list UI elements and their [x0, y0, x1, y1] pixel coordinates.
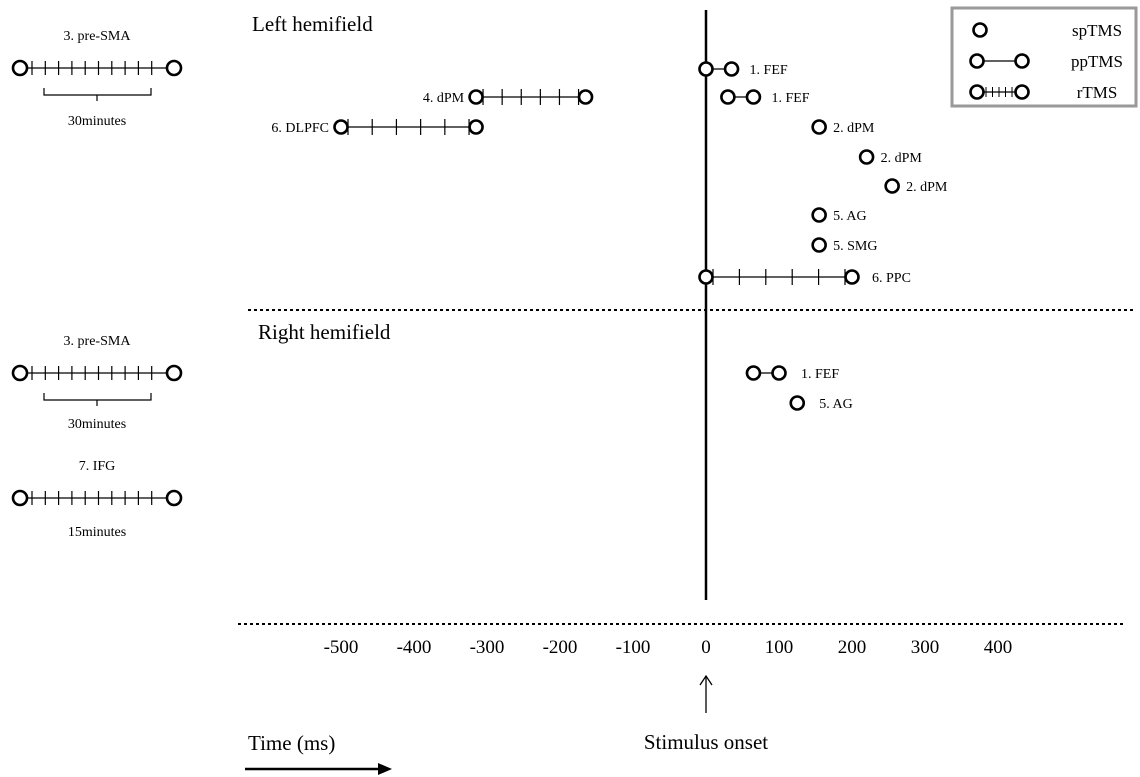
- legend-pp-symbol: [969, 53, 985, 69]
- time-axis-label: Time (ms): [248, 731, 335, 755]
- event-label: 4. dPM: [423, 91, 465, 106]
- tick-label: 400: [984, 637, 1013, 658]
- stimulus-circle: [844, 269, 860, 285]
- event-label: 2. dPM: [881, 151, 923, 166]
- stimulus-circle: [468, 119, 484, 135]
- right-event: 1. FEF: [745, 365, 839, 382]
- stimulus-circle: [577, 89, 594, 105]
- legend-r-symbol: [969, 84, 985, 100]
- left-event: 2. dPM: [858, 149, 923, 166]
- tick-label: 300: [911, 637, 940, 658]
- duration-brace: [43, 88, 152, 101]
- legend-item-sp: spTMS: [972, 21, 1122, 40]
- stimulus-circle: [745, 89, 762, 105]
- offline-protocol: 7. IFG 15minutes: [11, 459, 183, 540]
- protocol-duration: 30minutes: [68, 417, 126, 432]
- left-event: 2. dPM: [884, 178, 948, 195]
- stimulus-circle: [811, 119, 827, 135]
- legend-label: ppTMS: [1071, 52, 1123, 71]
- legend-r-symbol: [1014, 84, 1030, 100]
- legend: spTMS ppTMS rTMS: [950, 6, 1138, 108]
- protocol-end-circle: [165, 59, 183, 77]
- event-label: 5. SMG: [833, 239, 877, 254]
- protocol-name: 3. pre-SMA: [64, 29, 132, 44]
- event-label: 1. FEF: [801, 367, 839, 382]
- stimulus-circle: [698, 269, 714, 285]
- legend-pp-symbol: [1014, 53, 1030, 69]
- offline-protocol: 3. pre-SMA 30minutes: [11, 334, 183, 432]
- left-event: 1. FEF: [698, 61, 788, 78]
- right-hemifield-title: Right hemifield: [258, 320, 391, 344]
- stimulus-circle: [858, 149, 875, 165]
- left-event: 5. SMG: [811, 237, 878, 254]
- stimulus-circle: [745, 365, 762, 381]
- time-direction-arrow: [245, 763, 392, 775]
- stimulus-onset-label: Stimulus onset: [644, 730, 768, 754]
- offline-protocols: 3. pre-SMA 30minutes 3. pre-SMA 30minutes 7.…: [11, 29, 183, 540]
- event-label: 1. FEF: [750, 63, 788, 78]
- left-event: 6. DLPFC: [271, 119, 484, 136]
- protocol-name: 3. pre-SMA: [64, 334, 132, 349]
- left-hemifield-title: Left hemifield: [252, 12, 373, 36]
- event-label: 5. AG: [833, 209, 866, 224]
- tick-label: 200: [838, 637, 867, 658]
- stimulus-circle: [811, 207, 827, 223]
- event-markers: 1. FEF 1. FEF 2. dPM 2. dPM 2. dPM 5. AG 5. SM…: [271, 61, 948, 412]
- stimulus-circle: [811, 237, 827, 253]
- legend-sp-symbol: [972, 22, 988, 38]
- protocol-end-circle: [165, 364, 183, 382]
- stimulus-circle: [884, 178, 900, 194]
- left-event: 4. dPM: [423, 89, 594, 106]
- tick-label: -500: [324, 637, 359, 658]
- tick-label: -100: [616, 637, 651, 658]
- event-label: 2. dPM: [906, 180, 948, 195]
- right-event: 5. AG: [789, 395, 853, 412]
- protocol-start-circle: [11, 364, 29, 382]
- legend-item-pp: ppTMS: [969, 52, 1123, 71]
- stimulus-circle: [771, 365, 787, 381]
- left-event: 6. PPC: [698, 269, 911, 286]
- tick-label: -400: [397, 637, 432, 658]
- stimulus-circle: [468, 89, 484, 105]
- event-label: 6. PPC: [872, 271, 911, 286]
- tick-label: -300: [470, 637, 505, 658]
- legend-label: spTMS: [1072, 21, 1122, 40]
- stimulus-circle: [698, 61, 714, 77]
- legend-label: rTMS: [1077, 83, 1118, 102]
- left-event: 1. FEF: [720, 89, 810, 106]
- stimulus-circle: [723, 61, 740, 77]
- left-event: 2. dPM: [811, 119, 875, 136]
- tick-label: 100: [765, 637, 794, 658]
- stimulus-circle: [333, 119, 349, 135]
- stimulus-circle: [789, 395, 806, 411]
- duration-brace: [43, 393, 152, 406]
- offline-protocol: 3. pre-SMA 30minutes: [11, 29, 183, 129]
- event-label: 5. AG: [819, 397, 852, 412]
- protocol-duration: 15minutes: [68, 525, 126, 540]
- tick-label: -200: [543, 637, 578, 658]
- left-event: 5. AG: [811, 207, 867, 224]
- protocol-end-circle: [165, 489, 183, 507]
- legend-item-r: rTMS: [969, 83, 1118, 102]
- stimulus-circle: [720, 89, 736, 105]
- protocol-start-circle: [11, 489, 29, 507]
- event-label: 2. dPM: [833, 121, 875, 136]
- tick-label: 0: [701, 637, 711, 658]
- event-label: 1. FEF: [771, 91, 809, 106]
- event-label: 6. DLPFC: [271, 121, 329, 136]
- protocol-name: 7. IFG: [79, 459, 116, 474]
- protocol-duration: 30minutes: [68, 114, 126, 129]
- time-axis-ticks: -500 -400 -300 -200 -100 0 100 200 300 400: [324, 637, 1013, 658]
- protocol-start-circle: [11, 59, 29, 77]
- stimulus-onset-arrow: [699, 674, 713, 713]
